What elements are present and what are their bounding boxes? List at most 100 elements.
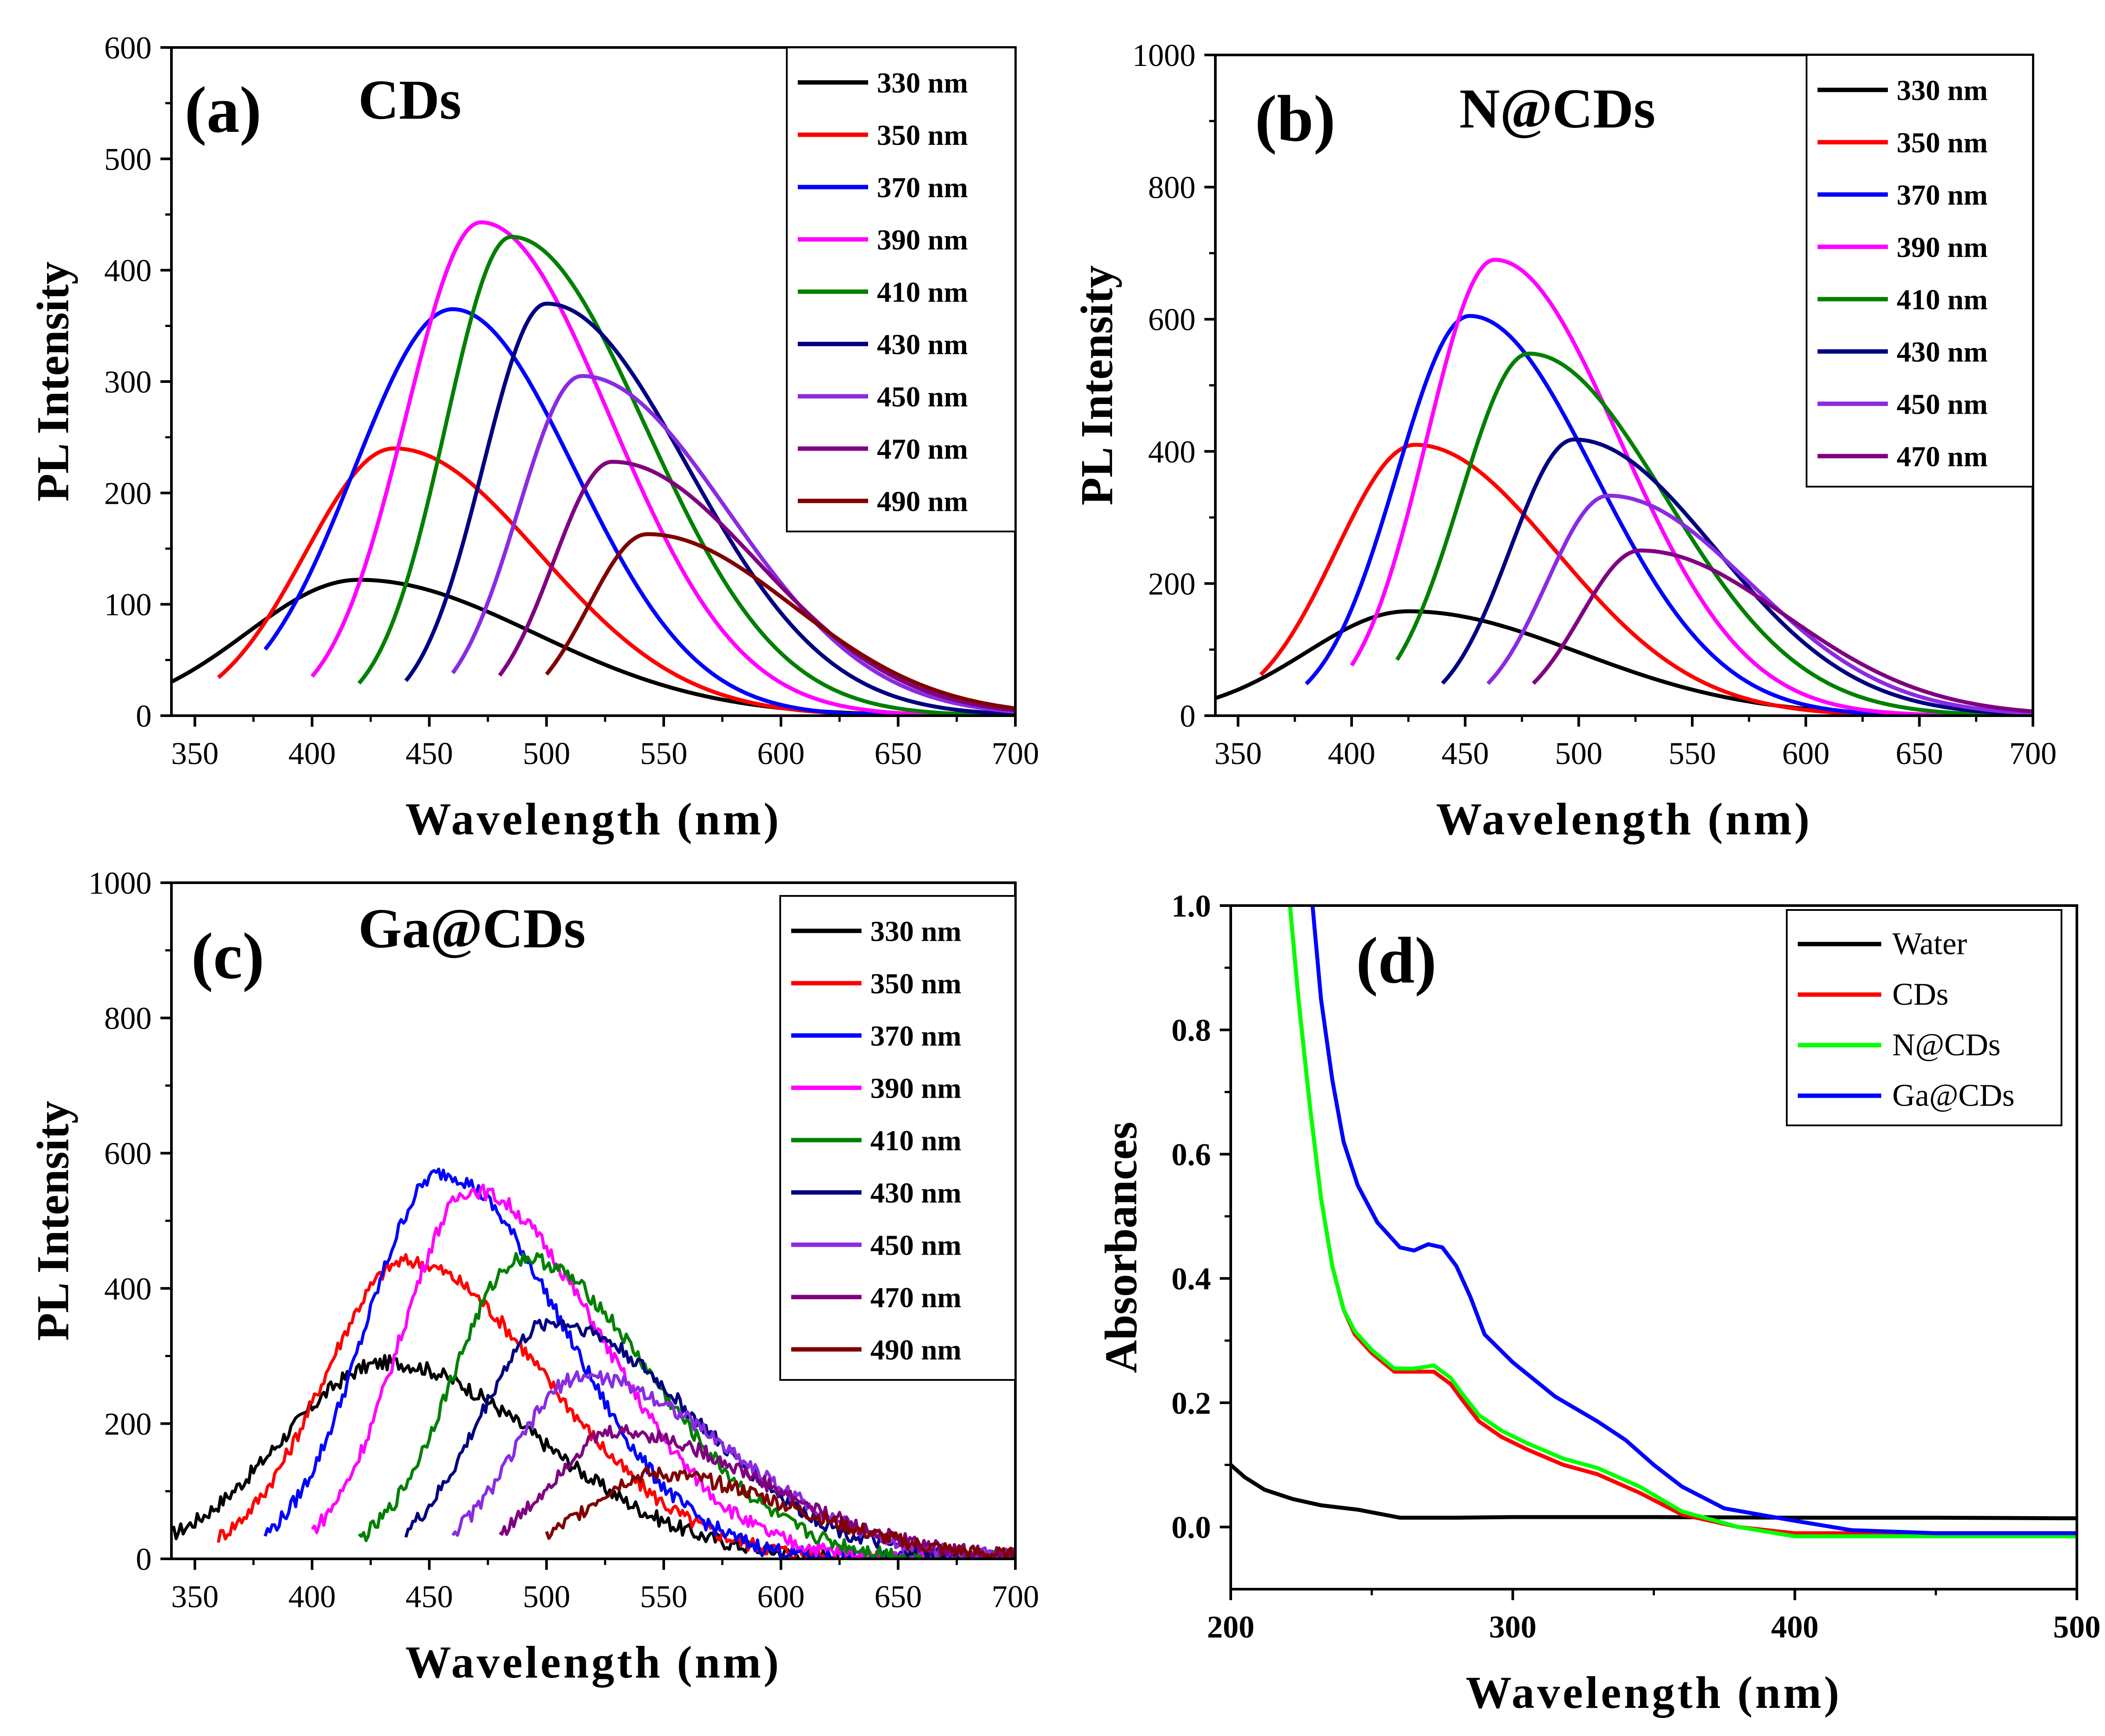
series-line-ga-cds <box>1310 906 2077 1536</box>
x-axis-title: Wavelength (nm) <box>405 794 782 844</box>
x-tick-label: 450 <box>406 1579 453 1614</box>
x-tick-label: 400 <box>1771 1609 1818 1645</box>
legend-label: 350 nm <box>870 968 961 1000</box>
y-tick-label: 1000 <box>1132 38 1196 73</box>
y-tick-label: 500 <box>104 142 152 177</box>
y-tick-label: 400 <box>1148 434 1196 469</box>
y-tick-label: 800 <box>104 1001 152 1036</box>
legend-box <box>1786 909 2062 1126</box>
x-tick-label: 700 <box>992 1579 1039 1614</box>
y-tick-label: 1000 <box>88 866 152 901</box>
legend-label: 330 nm <box>877 67 968 99</box>
y-tick-label: 0.8 <box>1171 1013 1211 1048</box>
x-tick-label: 200 <box>1207 1609 1254 1645</box>
y-tick-label: 0 <box>136 1542 152 1577</box>
series-line-490-nm <box>545 1466 1014 1559</box>
x-tick-label: 300 <box>1489 1609 1537 1645</box>
panel-title: CDs <box>358 69 462 131</box>
series-line-water <box>1231 1463 2077 1521</box>
x-tick-label: 350 <box>171 1579 218 1614</box>
series-line-490-nm <box>545 532 1015 710</box>
y-tick-label: 600 <box>104 30 152 66</box>
panel-d: 200 300 400 500 0.0 0.2 0.4 0.6 0.8 1.0 Wavelength… <box>1096 888 2101 1718</box>
series-group <box>171 220 1015 716</box>
legend-label: 470 nm <box>1897 441 1988 473</box>
legend-label: 450 nm <box>870 1230 961 1262</box>
series-group <box>1231 906 2077 1539</box>
series-line-410-nm <box>358 1252 1015 1559</box>
series-line-430-nm <box>404 302 1015 716</box>
x-tick-label: 450 <box>406 736 453 771</box>
legend-label: 490 nm <box>877 486 968 518</box>
y-tick-label: 0.2 <box>1171 1386 1211 1421</box>
y-tick-label: 300 <box>104 364 152 400</box>
x-tick-label: 600 <box>757 736 805 771</box>
series-line-n-cds <box>1288 906 2077 1539</box>
series-group <box>171 1168 1015 1559</box>
x-tick-label: 550 <box>640 1579 687 1614</box>
series-line-430-nm <box>1441 437 2033 716</box>
panel-letter: (d) <box>1356 924 1436 997</box>
x-tick-label: 400 <box>288 1579 336 1614</box>
y-tick-label: 0 <box>136 699 152 734</box>
panel-letter: (b) <box>1255 82 1335 155</box>
legend-label: 330 nm <box>870 916 961 948</box>
legend-label: 470 nm <box>870 1282 961 1314</box>
y-tick-label: 400 <box>104 1271 152 1307</box>
x-tick-label: 600 <box>1782 736 1829 771</box>
x-axis-title: Wavelength (nm) <box>1436 794 1812 844</box>
x-tick-label: 350 <box>1214 736 1262 771</box>
series-line-450-nm <box>1486 494 2033 716</box>
x-tick-label: 600 <box>757 1579 805 1614</box>
y-tick-label: 0.0 <box>1171 1510 1211 1545</box>
y-tick-label: 600 <box>104 1136 152 1171</box>
y-tick-label: 400 <box>104 253 152 288</box>
legend-label: 490 nm <box>870 1334 961 1366</box>
series-line-390-nm <box>1350 258 2033 716</box>
legend-label: 450 nm <box>877 381 968 413</box>
series-line-410-nm <box>1395 351 2033 716</box>
x-tick-label: 700 <box>992 736 1039 771</box>
x-tick-label: 650 <box>874 736 922 771</box>
legend-label: 410 nm <box>877 277 968 309</box>
legend-box <box>1806 54 2034 488</box>
y-tick-label: 200 <box>1148 566 1196 601</box>
x-tick-label: 500 <box>1555 736 1603 771</box>
series-line-450-nm <box>451 374 1015 714</box>
panel-letter: (a) <box>185 73 262 146</box>
y-tick-label: 0 <box>1180 699 1196 734</box>
legend-label: 410 nm <box>1897 284 1988 316</box>
series-line-470-nm <box>498 459 1015 713</box>
panel-title: Ga@CDs <box>358 897 585 960</box>
y-tick-label: 0.4 <box>1171 1261 1211 1296</box>
x-tick-label: 550 <box>1669 736 1716 771</box>
x-tick-label: 450 <box>1441 736 1489 771</box>
legend-label: 370 nm <box>870 1020 961 1052</box>
legend-label: 330 nm <box>1897 75 1988 107</box>
legend-label: 390 nm <box>870 1073 961 1105</box>
x-axis-title: Wavelength (nm) <box>1466 1667 1842 1718</box>
panel-c: 350 400 450 500 550 600 650 700 0 200 400 600 800 100… <box>28 866 1039 1688</box>
y-axis-title: Absorbances <box>1096 1121 1146 1373</box>
x-tick-label: 550 <box>640 736 687 771</box>
legend-label: N@CDs <box>1892 1027 2000 1063</box>
y-axis-title: PL Intensity <box>28 1101 78 1341</box>
y-tick-label: 800 <box>1148 170 1196 205</box>
legend-label: 410 nm <box>870 1125 961 1157</box>
series-line-410-nm <box>357 235 1015 716</box>
x-tick-label: 400 <box>1328 736 1375 771</box>
legend-label: 370 nm <box>877 172 968 204</box>
x-tick-label: 500 <box>2053 1609 2101 1645</box>
y-tick-label: 200 <box>104 1406 152 1441</box>
x-tick-label: 650 <box>1896 736 1943 771</box>
x-tick-label: 500 <box>523 736 570 771</box>
y-axis-title: PL Intensity <box>1072 265 1122 505</box>
legend-label: 470 nm <box>877 433 968 466</box>
y-axis-title: PL Intensity <box>28 262 78 502</box>
x-tick-label: 700 <box>2009 736 2057 771</box>
panel-b: 350 400 450 500 550 600 650 700 0 200 400 600 800 100… <box>1072 38 2057 844</box>
y-tick-label: 0.6 <box>1171 1137 1211 1172</box>
series-line-370-nm <box>263 1168 1015 1559</box>
y-tick-label: 600 <box>1148 302 1196 337</box>
